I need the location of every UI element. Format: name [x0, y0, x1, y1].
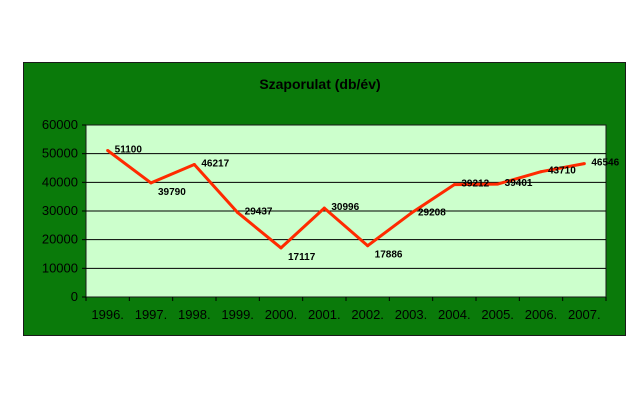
x-tick-label: 2005. [481, 307, 514, 322]
data-point [496, 182, 500, 186]
x-tick-label: 2004. [438, 307, 471, 322]
y-tick-label: 40000 [42, 174, 78, 189]
x-tick-label: 1996. [91, 307, 124, 322]
grid-layer [86, 153, 606, 269]
x-tick-label: 2001. [308, 307, 341, 322]
data-label: 39212 [461, 179, 489, 190]
data-label: 43710 [548, 166, 576, 177]
data-label: 29437 [245, 207, 273, 218]
data-label: 51100 [115, 145, 143, 156]
y-tick-label: 60000 [42, 117, 78, 132]
data-point [236, 211, 240, 215]
data-point [582, 162, 586, 166]
data-label: 39790 [158, 187, 186, 198]
data-point [452, 183, 456, 187]
x-tick-label: 2007. [568, 307, 601, 322]
data-point [366, 244, 370, 248]
data-label: 17117 [288, 252, 316, 263]
series-line [106, 149, 585, 250]
data-point [409, 211, 413, 215]
y-tick-label: 0 [71, 289, 78, 304]
x-tick-label: 1998. [178, 307, 211, 322]
y-axis: 0 10000 20000 30000 40000 50000 60000 [42, 117, 86, 304]
data-label: 46217 [201, 159, 229, 170]
data-point [539, 170, 543, 174]
x-axis: 1996. 1997. 1998. 1999. 2000. 2001. 2002. 2003.… [85, 297, 607, 322]
line-chart: Szaporulat (db/év) 0 10000 20000 30000 40000… [42, 76, 620, 322]
x-tick-label: 1997. [135, 307, 168, 322]
data-label: 29208 [418, 207, 446, 218]
x-tick-label: 2000. [265, 307, 298, 322]
data-label: 39401 [505, 178, 533, 189]
series-layer [106, 149, 586, 250]
y-tick-label: 30000 [42, 203, 78, 218]
data-labels: 51100 39790 46217 29437 17117 30996 17886 29208… [115, 145, 620, 263]
x-tick-label: 1999. [221, 307, 254, 322]
x-tick-label: 2003. [395, 307, 428, 322]
x-tick-label: 2002. [351, 307, 384, 322]
data-label: 46546 [591, 158, 619, 169]
data-point [322, 206, 326, 210]
chart-frame: Szaporulat (db/év) 0 10000 20000 30000 40000… [23, 62, 626, 336]
data-point [279, 246, 283, 250]
chart-title: Szaporulat (db/év) [259, 76, 380, 92]
data-label: 30996 [331, 202, 359, 213]
y-tick-label: 20000 [42, 232, 78, 247]
x-tick-label: 2006. [525, 307, 558, 322]
y-tick-label: 50000 [42, 146, 78, 161]
y-tick-label: 10000 [42, 260, 78, 275]
data-point [149, 181, 153, 185]
data-label: 17886 [375, 250, 403, 261]
data-point [106, 149, 110, 153]
data-point [192, 163, 196, 167]
